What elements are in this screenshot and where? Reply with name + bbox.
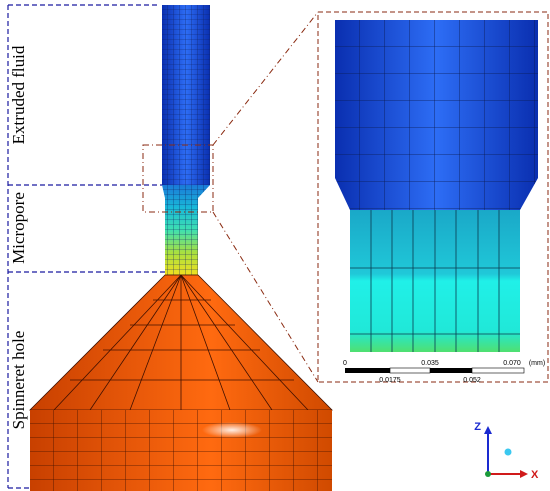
- zoom-view: [335, 20, 538, 352]
- axis-triad: [484, 426, 528, 478]
- scale-label: 0.0175: [379, 377, 401, 384]
- scale-label: 0.070: [503, 360, 521, 367]
- zoom-indicators: [142, 11, 549, 383]
- scale-label: 0: [343, 360, 347, 367]
- axis-z: Z: [474, 421, 481, 433]
- label-micropore: Micropore: [9, 192, 28, 264]
- scale-bar: [345, 367, 525, 374]
- scale-label: 0.035: [421, 360, 439, 367]
- dimension-lines: [7, 4, 165, 489]
- label-extruded-fluid: Extruded fluid: [9, 45, 28, 144]
- scale-unit: (mm): [529, 360, 545, 367]
- scale-label: 0.052: [463, 377, 481, 384]
- axis-x: X: [531, 469, 539, 481]
- label-spinneret-hole: Spinneret hole: [9, 331, 28, 430]
- mesh-model: [29, 5, 333, 491]
